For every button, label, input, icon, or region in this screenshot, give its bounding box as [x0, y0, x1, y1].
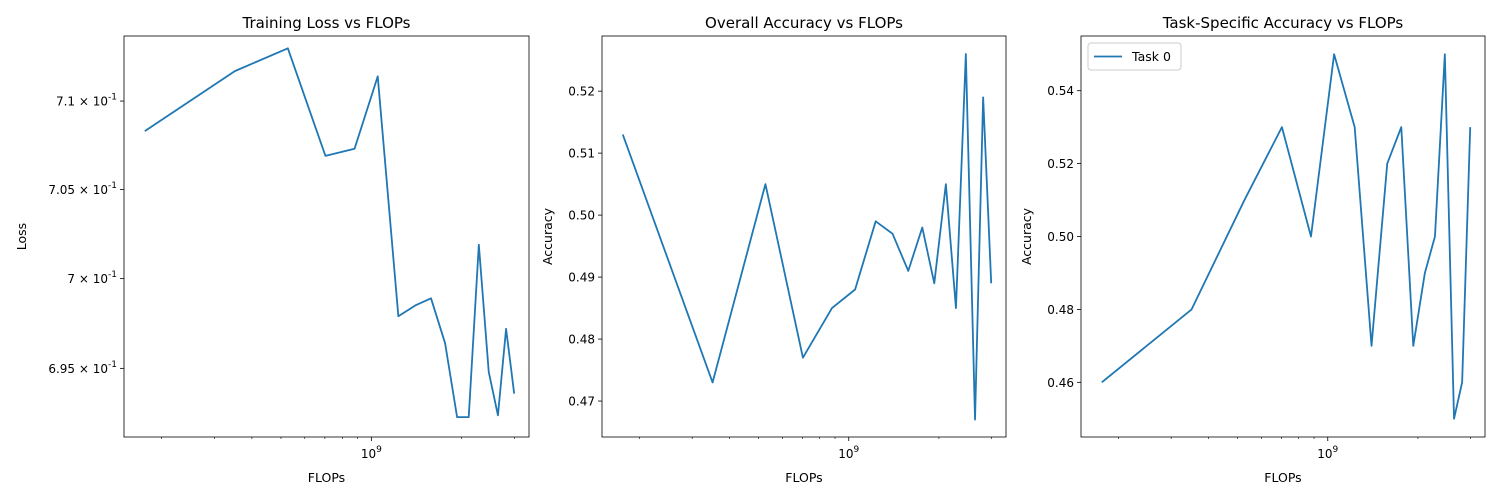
plot-frame: [123, 35, 530, 438]
y-tick-label: 0.52: [568, 85, 595, 99]
legend: Task 0: [1087, 42, 1182, 71]
plot-frame: [1080, 35, 1486, 438]
chart-title: Task-Specific Accuracy vs FLOPs: [1162, 14, 1404, 32]
y-axis: 6.95 × 10-1 7 × 10-1 7.05 × 10-1 7.1 × 10-1: [48, 93, 124, 376]
y-tick-label: 7.05 × 10-1: [48, 181, 117, 197]
y-tick-label: 0.47: [568, 395, 595, 409]
series-line: [144, 47, 516, 418]
y-tick-label: 7 × 10-1: [67, 270, 117, 286]
legend-box: [1087, 42, 1182, 71]
chart-panel-overall-accuracy: Overall Accuracy vs FLOPs 0.470.480.490.…: [540, 14, 1007, 485]
chart-panel-task-accuracy: Task-Specific Accuracy vs FLOPs 0.46 0.48…: [1019, 14, 1486, 485]
y-tick-label: 0.48: [568, 333, 595, 347]
x-axis-label: FLOPs: [785, 470, 822, 485]
x-axis-label: FLOPs: [308, 470, 345, 485]
series-line: [1101, 53, 1472, 420]
chart-title: Training Loss vs FLOPs: [242, 14, 411, 32]
y-tick-label: 0.54: [1047, 84, 1074, 98]
series-group: [1101, 53, 1472, 420]
series-group: [621, 53, 993, 421]
legend-label: Task 0: [1131, 49, 1171, 64]
y-tick-label: 0.48: [1047, 303, 1074, 317]
y-tick-label: 0.49: [568, 271, 595, 285]
y-tick-label: 0.46: [1047, 376, 1074, 390]
y-axis: 0.47 0.48 0.49 0.50 0.51 0.52: [568, 85, 602, 409]
chart-panel-training-loss: Training Loss vs FLOPs 6.95 × 10-1 7 × 10…: [14, 14, 530, 485]
y-tick-label: 7.1 × 10-1: [56, 93, 117, 109]
chart-title: Overall Accuracy vs FLOPs: [705, 14, 903, 32]
series-line: [621, 53, 993, 421]
y-tick-label: 6.95 × 10-1: [48, 360, 117, 376]
y-tick-label: 0.51: [568, 147, 595, 161]
plot-frame: [601, 35, 1007, 438]
series-group: [144, 47, 516, 418]
y-tick-label: 0.50: [1047, 230, 1074, 244]
y-axis-label: Accuracy: [1019, 207, 1034, 265]
y-axis-label: Loss: [14, 223, 29, 250]
x-axis-label: FLOPs: [1264, 470, 1301, 485]
y-tick-label: 0.52: [1047, 157, 1074, 171]
y-tick-label: 0.50: [568, 209, 595, 223]
y-axis-label: Accuracy: [540, 207, 555, 265]
y-axis: 0.46 0.48 0.50 0.52 0.54: [1047, 84, 1081, 390]
